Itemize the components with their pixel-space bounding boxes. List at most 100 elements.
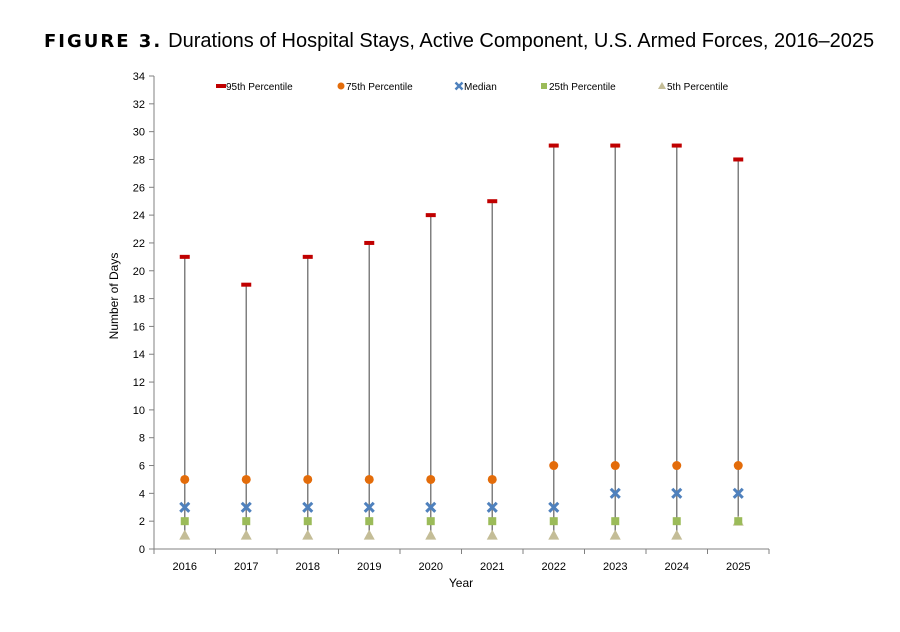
x-tick-label: 2017: [234, 561, 258, 573]
x-tick-label: 2025: [726, 561, 750, 573]
legend-item-95th-percentile: 95th Percentile: [216, 82, 293, 93]
figure-title-text: Durations of Hospital Stays, Active Comp…: [168, 30, 875, 52]
75th-percentile-point: [487, 474, 497, 484]
95th-percentile-point: [179, 254, 190, 259]
5th-percentile-point: [609, 529, 621, 540]
median-point: [302, 501, 314, 513]
x-tick-label: 2016: [173, 561, 197, 573]
legend-marker: [337, 82, 345, 90]
95th-percentile-point: [548, 143, 559, 148]
y-tick-label: 14: [133, 349, 145, 361]
x-stroke: [454, 81, 464, 91]
x-tick-label: 2022: [542, 561, 566, 573]
75th-percentile-point: [303, 474, 313, 484]
legend: 95th Percentile 75th Percentile Median 25th…: [216, 81, 729, 93]
legend-label: 95th Percentile: [226, 82, 293, 93]
5th-percentile-point: [179, 529, 191, 540]
75th-percentile-point: [549, 461, 559, 471]
y-tick-label: 0: [139, 544, 145, 556]
75th-percentile-point: [672, 461, 682, 471]
figure-label: FIGURE 3.: [44, 31, 163, 52]
x-stroke: [609, 487, 621, 499]
y-tick-label: 34: [133, 71, 145, 83]
5th-percentile-point: [302, 529, 314, 540]
95th-percentile-point: [671, 143, 682, 148]
y-tick-label: 24: [133, 210, 145, 222]
y-tick-label: 12: [133, 377, 145, 389]
median-point: [548, 501, 560, 513]
x-stroke: [240, 501, 252, 513]
median-point: [609, 487, 621, 499]
legend-label: Median: [464, 82, 497, 93]
25th-percentile-point: [549, 517, 558, 526]
95th-percentile-point: [364, 240, 375, 245]
75th-percentile-point: [180, 474, 190, 484]
x-stroke: [671, 487, 683, 499]
y-tick-label: 6: [139, 461, 145, 473]
x-tick-label: 2021: [480, 561, 504, 573]
y-tick-label: 26: [133, 182, 145, 194]
legend-label: 75th Percentile: [346, 82, 413, 93]
75th-percentile-point: [426, 474, 436, 484]
median-point: [240, 501, 252, 513]
x-stroke: [179, 501, 191, 513]
75th-percentile-point: [733, 461, 743, 471]
25th-percentile-point: [672, 517, 681, 526]
x-stroke: [548, 501, 560, 513]
median-point: [179, 501, 191, 513]
legend-marker: [658, 82, 666, 89]
x-axis-label: Year: [449, 576, 473, 590]
25th-percentile-point: [180, 517, 189, 526]
x-tick-label: 2018: [296, 561, 320, 573]
legend-item-5th-percentile: 5th Percentile: [658, 82, 729, 93]
y-tick-label: 18: [133, 294, 145, 306]
x-stroke: [732, 487, 744, 499]
y-tick-label: 4: [139, 488, 145, 500]
25th-percentile-point: [611, 517, 620, 526]
5th-percentile-point: [548, 529, 560, 540]
legend-item-median: Median: [454, 81, 497, 93]
25th-percentile-point: [488, 517, 497, 526]
y-tick-label: 30: [133, 127, 145, 139]
25th-percentile-point: [426, 517, 435, 526]
y-axis-label: Number of Days: [107, 253, 121, 340]
legend-marker: [216, 84, 226, 88]
x-tick-label: 2023: [603, 561, 627, 573]
y-tick-label: 10: [133, 405, 145, 417]
median-point: [363, 501, 375, 513]
5th-percentile-point: [240, 529, 252, 540]
y-tick-label: 28: [133, 154, 145, 166]
95th-percentile-point: [733, 157, 744, 162]
5th-percentile-point: [486, 529, 498, 540]
y-tick-label: 16: [133, 321, 145, 333]
25th-percentile-point: [365, 517, 374, 526]
data-marks: [179, 143, 744, 540]
95th-percentile-point: [487, 199, 498, 204]
legend-marker: [454, 81, 464, 91]
y-tick-label: 2: [139, 516, 145, 528]
x-tick-label: 2020: [419, 561, 443, 573]
95th-percentile-point: [425, 213, 436, 218]
legend-marker: [541, 83, 547, 89]
75th-percentile-point: [364, 474, 374, 484]
95th-percentile-point: [610, 143, 621, 148]
median-point: [671, 487, 683, 499]
legend-item-25th-percentile: 25th Percentile: [541, 82, 616, 93]
range-lines: [184, 145, 739, 536]
median-point: [486, 501, 498, 513]
median-point: [425, 501, 437, 513]
legend-item-75th-percentile: 75th Percentile: [337, 82, 413, 93]
95th-percentile-point: [241, 282, 252, 287]
25th-percentile-point: [303, 517, 312, 526]
legend-label: 5th Percentile: [667, 82, 729, 93]
legend-label: 25th Percentile: [549, 82, 616, 93]
median-point: [732, 487, 744, 499]
y-tick-label: 8: [139, 433, 145, 445]
y-tick-label: 20: [133, 266, 145, 278]
25th-percentile-point: [242, 517, 251, 526]
y-tick-label: 32: [133, 99, 145, 111]
95th-percentile-point: [302, 254, 313, 259]
x-stroke: [486, 501, 498, 513]
75th-percentile-point: [241, 474, 251, 484]
x-tick-label: 2019: [357, 561, 381, 573]
